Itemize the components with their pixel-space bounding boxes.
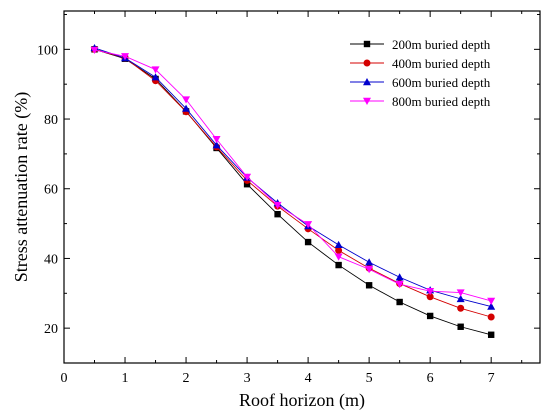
legend: 200m buried depth 400m buried depth 600m b… — [350, 37, 491, 109]
series-layer — [90, 43, 496, 338]
data-point — [304, 221, 313, 229]
x-tick-label: 1 — [122, 371, 129, 386]
legend-label: 800m buried depth — [392, 94, 491, 109]
data-point — [487, 302, 496, 310]
data-point — [121, 53, 130, 61]
y-tick-label: 80 — [44, 113, 58, 128]
y-tick-label: 100 — [37, 43, 58, 58]
legend-label: 600m buried depth — [392, 75, 491, 90]
data-point — [212, 136, 221, 144]
series-4 — [90, 46, 496, 305]
y-tick-label: 60 — [44, 183, 58, 198]
data-point — [243, 173, 252, 181]
data-point — [487, 297, 496, 305]
legend-label: 400m buried depth — [392, 56, 491, 71]
legend-entry: 400m buried depth — [350, 56, 491, 71]
data-point — [395, 273, 404, 281]
data-point — [182, 104, 191, 112]
data-point — [182, 96, 191, 104]
data-point — [90, 46, 99, 55]
legend-entry: 600m buried depth — [350, 75, 491, 90]
x-tick-label: 2 — [183, 371, 190, 386]
data-point — [457, 304, 465, 312]
y-tick-label: 20 — [44, 322, 58, 337]
data-point — [456, 294, 465, 303]
series-line — [94, 49, 492, 302]
x-axis-title: Roof horizon (m) — [239, 390, 365, 411]
x-tick-label: 3 — [244, 371, 251, 386]
legend-marker — [363, 78, 371, 86]
series-line — [94, 48, 492, 318]
x-tick-label: 6 — [427, 371, 434, 386]
data-point — [335, 246, 343, 254]
data-point — [396, 298, 403, 306]
x-tick-label: 7 — [488, 371, 495, 386]
data-point — [395, 281, 404, 289]
data-point — [426, 293, 434, 301]
data-point — [273, 201, 282, 210]
legend-marker — [363, 59, 371, 67]
legend-marker — [363, 97, 371, 105]
legend-label: 200m buried depth — [392, 37, 491, 52]
x-tick-label: 0 — [61, 371, 68, 386]
data-point — [304, 238, 312, 246]
axes: 0 1 2 3 4 5 6 7 20 40 60 80 100 — [37, 10, 541, 386]
data-point — [487, 313, 495, 321]
data-point — [243, 181, 251, 188]
data-point — [365, 258, 374, 266]
data-point — [274, 210, 281, 218]
data-point — [365, 266, 374, 274]
data-point — [151, 66, 160, 74]
data-point — [426, 288, 435, 296]
data-point — [334, 253, 343, 261]
x-tick-label: 5 — [366, 371, 373, 386]
legend-marker — [363, 40, 371, 48]
data-point — [212, 141, 221, 149]
plot-frame — [63, 10, 541, 364]
y-axis-title: Stress attenuation rate (%) — [11, 92, 32, 282]
data-point — [456, 289, 465, 297]
data-point — [457, 323, 464, 330]
y-tick-label: 40 — [44, 252, 58, 267]
data-point — [365, 282, 373, 289]
x-tick-label: 4 — [305, 371, 312, 386]
data-point — [151, 73, 160, 81]
data-point — [334, 240, 343, 249]
data-point — [335, 261, 342, 269]
legend-entry: 200m buried depth — [350, 37, 491, 52]
legend-entry: 800m buried depth — [350, 94, 491, 109]
data-point — [487, 331, 495, 338]
series-line — [94, 48, 492, 336]
data-point — [426, 312, 434, 320]
